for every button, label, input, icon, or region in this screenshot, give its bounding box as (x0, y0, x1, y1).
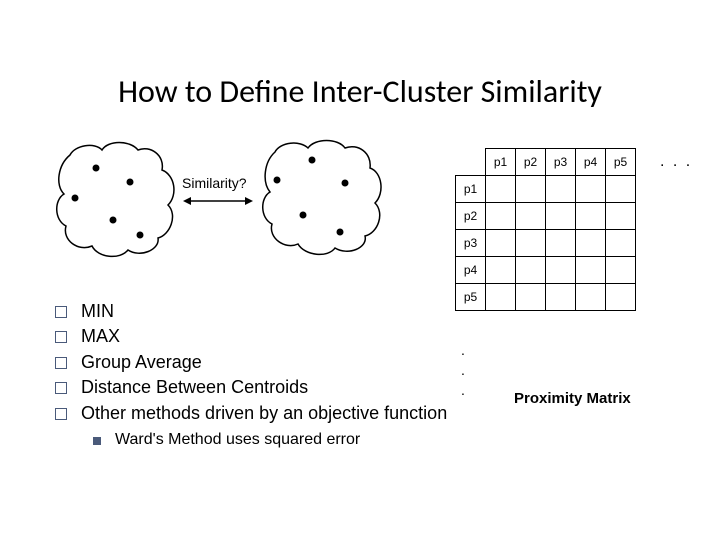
proximity-matrix: p1 p2 p3 p4 p5 p1 p2 p3 p4 p5 (455, 148, 636, 311)
list-item: Group Average (55, 351, 475, 374)
matrix-col-header: p4 (576, 149, 606, 176)
sub-list-item: Ward's Method uses squared error (93, 431, 475, 449)
bullet-text: Distance Between Centroids (81, 376, 308, 399)
similarity-label: Similarity? (182, 175, 247, 191)
matrix-row-header: p1 (456, 176, 486, 203)
matrix-row-header: p4 (456, 257, 486, 284)
matrix-row-header: p2 (456, 203, 486, 230)
list-item: MIN (55, 300, 475, 323)
square-bullet-icon (55, 306, 67, 318)
filled-square-bullet-icon (93, 437, 101, 445)
list-item: Other methods driven by an objective fun… (55, 402, 475, 425)
matrix-col-header: p5 (606, 149, 636, 176)
list-item: Distance Between Centroids (55, 376, 475, 399)
matrix-table: p1 p2 p3 p4 p5 p1 p2 p3 p4 p5 (455, 148, 636, 311)
square-bullet-icon (55, 331, 67, 343)
double-arrow-icon (183, 195, 253, 207)
bullet-list: MIN MAX Group Average Distance Between C… (55, 300, 475, 449)
list-item: MAX (55, 325, 475, 348)
bullet-text: Group Average (81, 351, 202, 374)
bullet-text: MAX (81, 325, 120, 348)
square-bullet-icon (55, 408, 67, 420)
square-bullet-icon (55, 382, 67, 394)
matrix-row-header: p3 (456, 230, 486, 257)
matrix-col-header: p3 (546, 149, 576, 176)
matrix-col-header: p2 (516, 149, 546, 176)
sub-bullet-text: Ward's Method uses squared error (115, 431, 360, 449)
matrix-caption: Proximity Matrix (514, 390, 631, 407)
square-bullet-icon (55, 357, 67, 369)
matrix-col-header: p1 (486, 149, 516, 176)
bullet-text: Other methods driven by an objective fun… (81, 402, 447, 425)
matrix-ellipsis: . . . (660, 153, 692, 171)
bullet-text: MIN (81, 300, 114, 323)
cluster-diagram (0, 0, 420, 270)
